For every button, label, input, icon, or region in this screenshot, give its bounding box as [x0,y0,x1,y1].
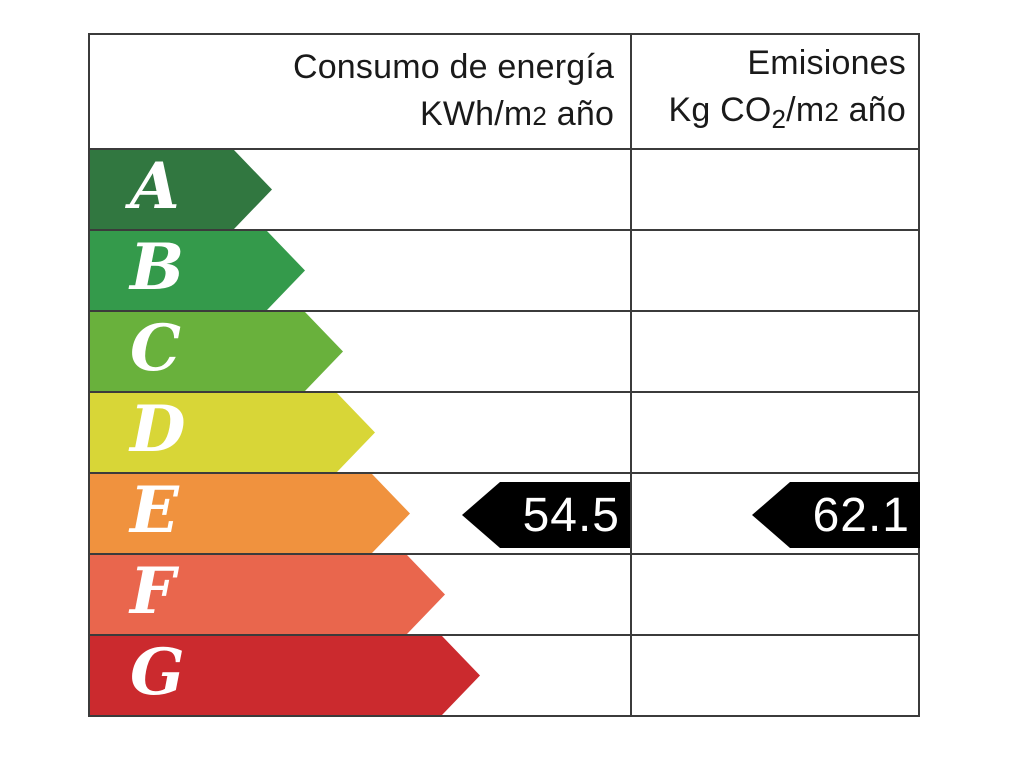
rating-letter-c: C [130,310,181,386]
rating-arrow-f: F [90,555,445,634]
consumption-value: 54.5 [522,488,620,542]
consumption-value-marker: 54.5 [462,482,630,548]
header-emissions-co2-subscript: 2 [771,104,787,134]
rating-row-a: A [90,150,918,231]
header-consumption-exponent: 2 [532,100,548,131]
header-consumption-unit: KWh/m [419,94,533,133]
rating-arrow-e: E [90,474,410,553]
header-consumption: Consumo de energía KWh/m2 año [90,35,626,148]
energy-rating-table: Consumo de energía KWh/m2 año Emisiones … [88,33,920,717]
rating-arrow-g: G [90,636,480,715]
rating-letter-e: E [130,472,179,548]
rating-arrow-d: D [90,393,375,472]
table-header: Consumo de energía KWh/m2 año Emisiones … [90,35,918,150]
rating-row-c: C [90,312,918,393]
rating-arrow-a: A [90,150,272,229]
rating-arrow-c: C [90,312,343,391]
rating-row-b: B [90,231,918,312]
rating-letter-d: D [130,391,186,467]
header-emissions: Emisiones Kg CO2/m2 año [628,35,918,148]
rating-row-g: G [90,636,918,715]
emissions-value-marker: 62.1 [752,482,920,548]
header-consumption-line1: Consumo de energía [292,47,615,86]
rating-row-d: D [90,393,918,474]
header-consumption-unit-suffix: año [547,94,615,133]
header-emissions-unit-mid: /m [786,91,825,129]
rating-letter-a: A [130,148,180,224]
header-emissions-exponent: 2 [824,97,840,127]
header-emissions-line1: Emisiones [747,44,906,82]
rating-letter-f: F [130,553,176,629]
header-emissions-line2: Kg CO2/m2 año [668,87,906,143]
rating-rows: A B C D E [90,150,918,715]
column-divider [630,35,632,715]
header-emissions-unit-suffix: año [839,91,906,129]
rating-row-f: F [90,555,918,636]
emissions-value: 62.1 [812,488,910,542]
header-consumption-line2: KWh/m2 año [420,91,614,140]
rating-letter-b: B [130,229,185,305]
header-emissions-unit: Kg CO [668,91,772,129]
rating-arrow-b: B [90,231,305,310]
rating-letter-g: G [130,634,185,710]
